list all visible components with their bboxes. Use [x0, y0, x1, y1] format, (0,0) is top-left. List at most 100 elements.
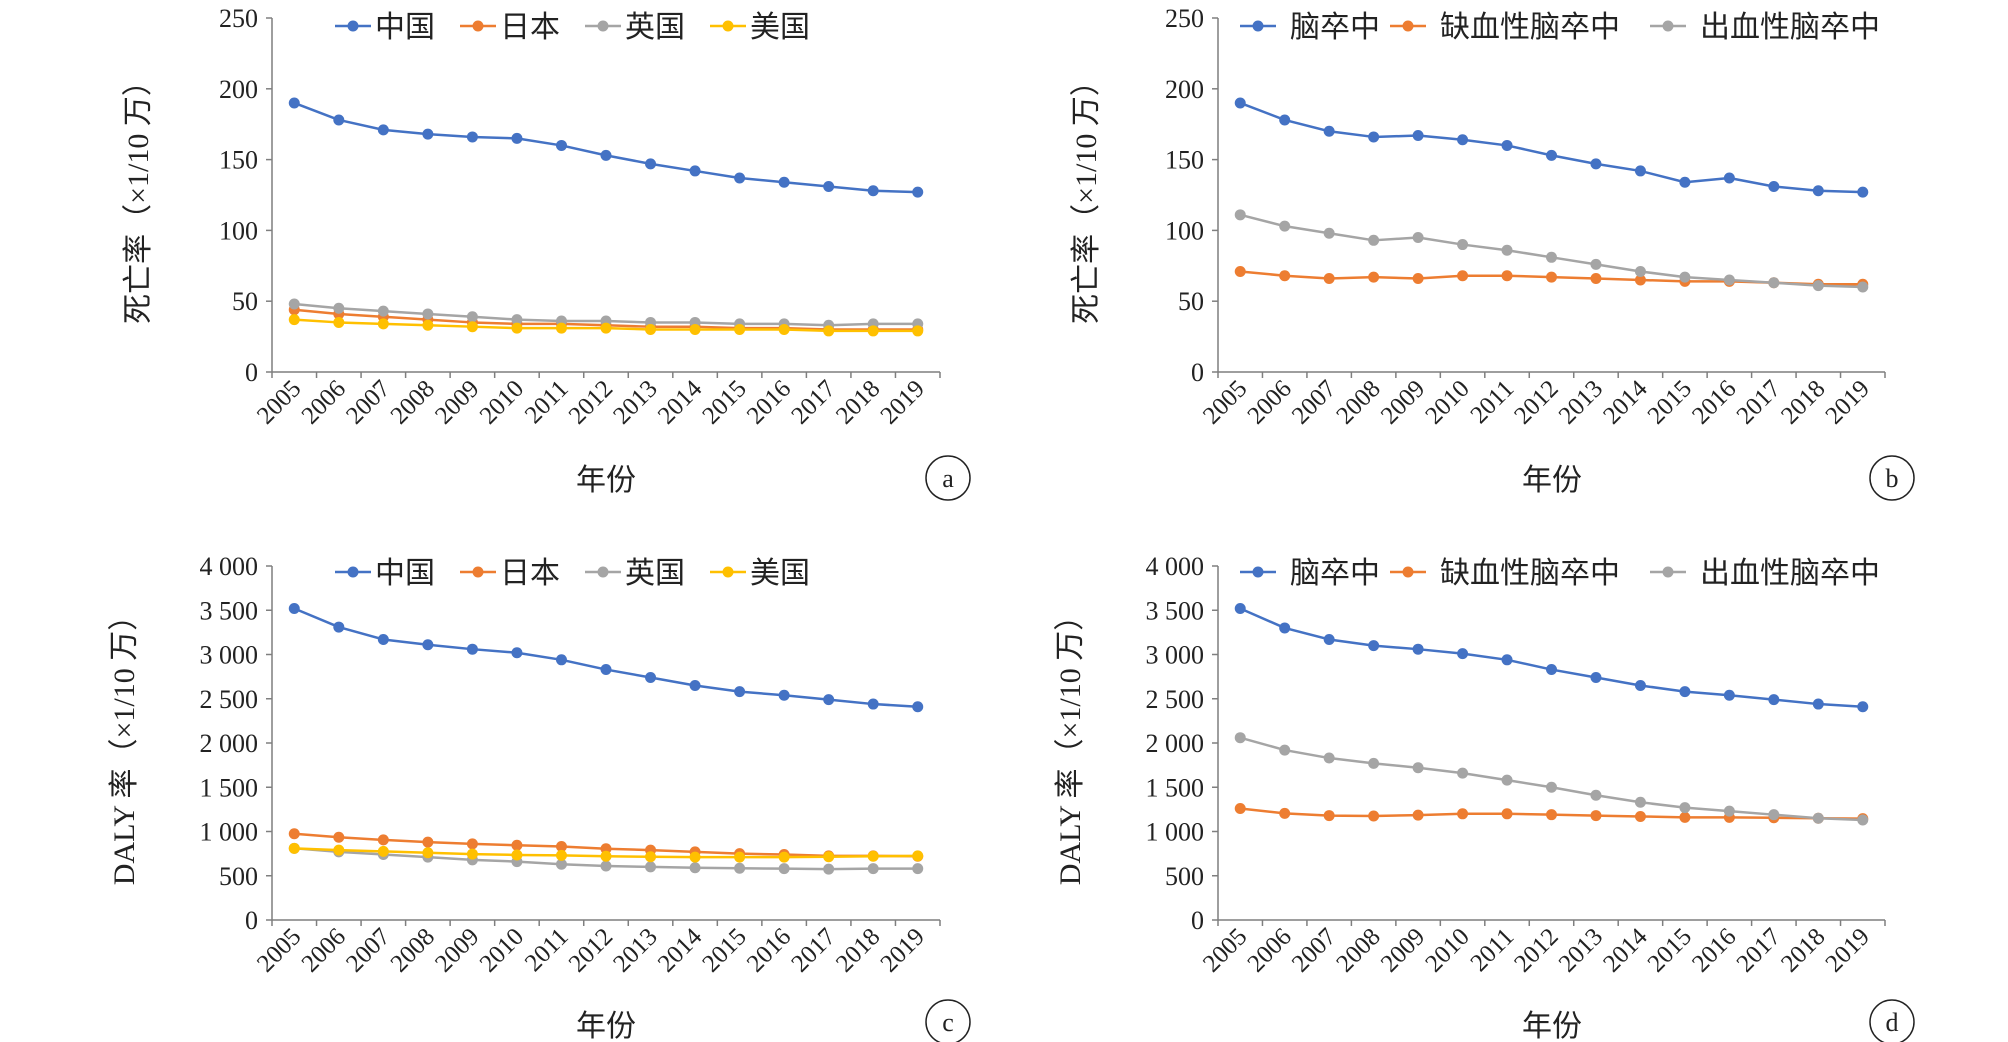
data-point	[1501, 270, 1513, 282]
data-point	[867, 863, 879, 875]
series-缺血性脑卒中	[1234, 265, 1869, 290]
data-point	[778, 689, 790, 701]
data-point	[867, 850, 879, 862]
x-tick-label: 2014	[653, 375, 708, 430]
data-point	[1546, 271, 1557, 283]
data-point	[823, 181, 835, 193]
y-tick-label: 2 000	[200, 729, 259, 758]
x-tick-label: 2015	[1643, 375, 1697, 429]
legend-label: 日本	[500, 557, 560, 590]
x-tick-label: 2018	[1776, 375, 1830, 429]
data-point	[511, 647, 523, 659]
x-tick-label: 2019	[1821, 375, 1875, 429]
legend-item: 英国	[585, 557, 685, 590]
legend-item: 中国	[335, 557, 435, 590]
data-point	[1546, 781, 1557, 793]
data-point	[1412, 231, 1424, 243]
x-tick-label: 2017	[1732, 923, 1786, 977]
data-point	[288, 298, 300, 310]
x-tick-label: 2005	[252, 923, 306, 977]
data-point	[1501, 139, 1513, 151]
data-point	[333, 844, 345, 856]
series-美国	[288, 314, 924, 337]
data-point	[689, 679, 701, 691]
data-point	[1768, 809, 1780, 821]
legend-marker	[722, 20, 734, 32]
data-point	[1634, 796, 1646, 808]
y-tick-label: 0	[1191, 906, 1204, 935]
data-point	[1323, 810, 1335, 822]
data-point	[1323, 273, 1335, 285]
data-point	[1723, 805, 1735, 817]
data-point	[1634, 165, 1646, 177]
y-axis-title: DALY 率（×1/10 万）	[1054, 601, 1087, 885]
data-point	[912, 701, 924, 713]
x-tick-label: 2009	[430, 375, 484, 429]
legend-item: 美国	[710, 11, 810, 44]
y-tick-label: 1 000	[200, 818, 259, 847]
data-point	[645, 158, 657, 170]
series-脑卒中	[1234, 602, 1869, 713]
y-tick-label: 3 500	[1146, 596, 1205, 625]
data-point	[288, 97, 300, 109]
legend-label: 缺血性脑卒中	[1440, 11, 1620, 44]
y-axis-title: 死亡率（×1/10 万）	[122, 66, 155, 324]
series-中国	[288, 602, 924, 713]
x-tick-label: 2013	[1554, 923, 1608, 977]
data-point	[466, 838, 478, 850]
data-point	[1323, 227, 1335, 239]
x-tick-label: 2014	[653, 923, 708, 978]
legend-label: 脑卒中	[1290, 557, 1380, 590]
x-tick-label: 2008	[386, 923, 440, 977]
x-tick-label: 2005	[1198, 923, 1252, 977]
data-point	[1279, 114, 1291, 126]
x-tick-label: 2018	[831, 375, 885, 429]
x-tick-label: 2012	[1509, 375, 1563, 429]
data-point	[867, 698, 879, 710]
data-point	[1634, 265, 1646, 277]
data-point	[555, 654, 567, 666]
data-point	[1234, 732, 1246, 744]
data-point	[1457, 239, 1469, 251]
y-tick-label: 150	[1165, 146, 1204, 175]
y-tick-label: 50	[232, 287, 258, 316]
y-tick-label: 250	[1165, 4, 1204, 33]
data-point	[912, 186, 924, 198]
legend-marker	[1662, 20, 1674, 32]
data-point	[333, 114, 345, 126]
data-point	[1368, 810, 1380, 822]
data-point	[1590, 672, 1602, 684]
chart-panel-a: 0501001502002502005200620072008200920102…	[122, 4, 971, 501]
data-point	[1546, 809, 1557, 821]
data-point	[511, 849, 523, 861]
data-point	[689, 862, 701, 874]
data-point	[1412, 809, 1424, 821]
data-point	[422, 639, 434, 651]
data-point	[823, 694, 835, 706]
y-tick-label: 2 500	[1146, 685, 1205, 714]
x-tick-label: 2018	[1776, 923, 1830, 977]
data-point	[1546, 251, 1557, 263]
data-point	[823, 863, 835, 875]
x-tick-label: 2012	[564, 375, 618, 429]
data-point	[466, 848, 478, 860]
data-point	[912, 863, 924, 875]
legend-label: 缺血性脑卒中	[1440, 557, 1620, 590]
y-tick-label: 4 000	[200, 552, 259, 581]
data-point	[511, 314, 523, 326]
data-point	[1812, 280, 1824, 292]
data-point	[1234, 209, 1246, 221]
data-point	[1723, 689, 1735, 701]
data-point	[1368, 271, 1380, 283]
data-point	[1457, 270, 1469, 282]
legend-label: 中国	[375, 557, 435, 590]
data-point	[1412, 273, 1424, 285]
x-tick-label: 2019	[876, 923, 930, 977]
data-point	[1279, 622, 1291, 634]
legend-item: 出血性脑卒中	[1650, 11, 1880, 44]
data-point	[1279, 270, 1291, 282]
data-point	[377, 633, 389, 645]
y-tick-label: 0	[245, 906, 258, 935]
x-tick-label: 2009	[1376, 375, 1430, 429]
data-point	[1768, 277, 1780, 289]
